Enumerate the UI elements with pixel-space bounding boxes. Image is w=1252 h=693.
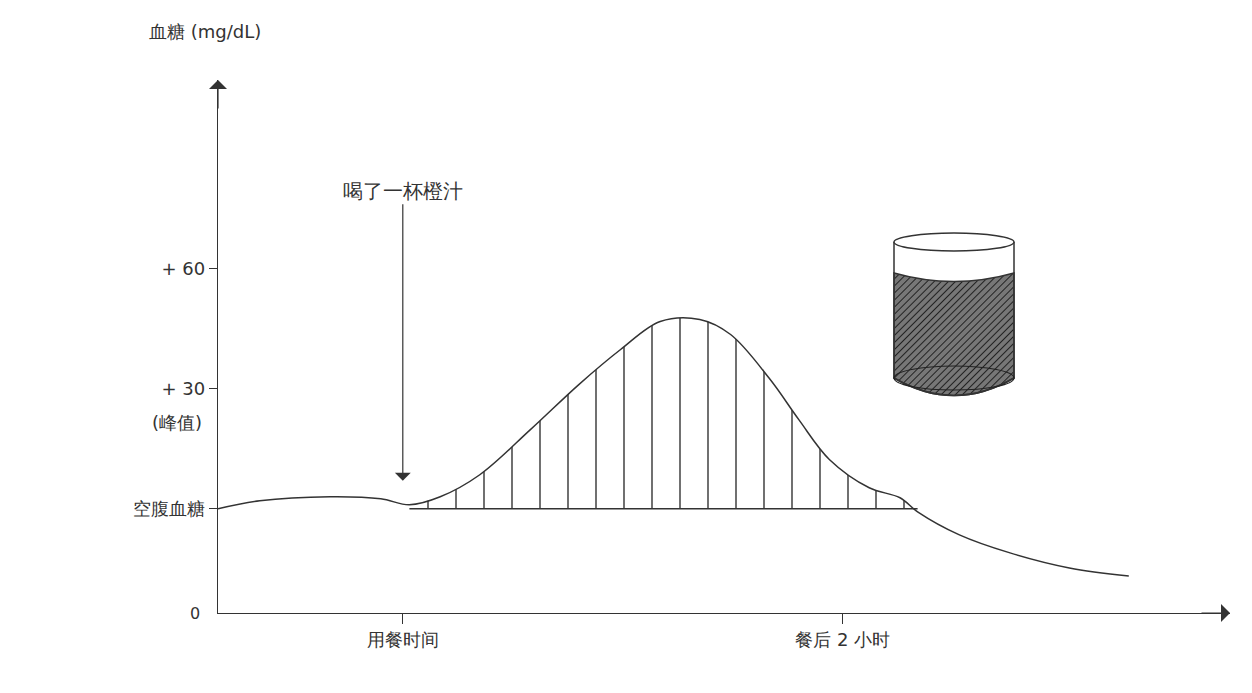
svg-text:(峰值): (峰值) xyxy=(152,412,202,433)
svg-text:喝了一杯橙汁: 喝了一杯橙汁 xyxy=(343,179,463,203)
svg-text:+ 30: + 30 xyxy=(161,378,205,399)
svg-text:空腹血糖: 空腹血糖 xyxy=(133,498,205,519)
svg-text:餐后 2 小时: 餐后 2 小时 xyxy=(795,629,890,650)
svg-text:血糖 (mg/dL): 血糖 (mg/dL) xyxy=(149,21,261,42)
svg-text:+ 60: + 60 xyxy=(161,258,205,279)
svg-text:用餐时间: 用餐时间 xyxy=(367,629,439,650)
svg-text:0: 0 xyxy=(190,604,200,623)
